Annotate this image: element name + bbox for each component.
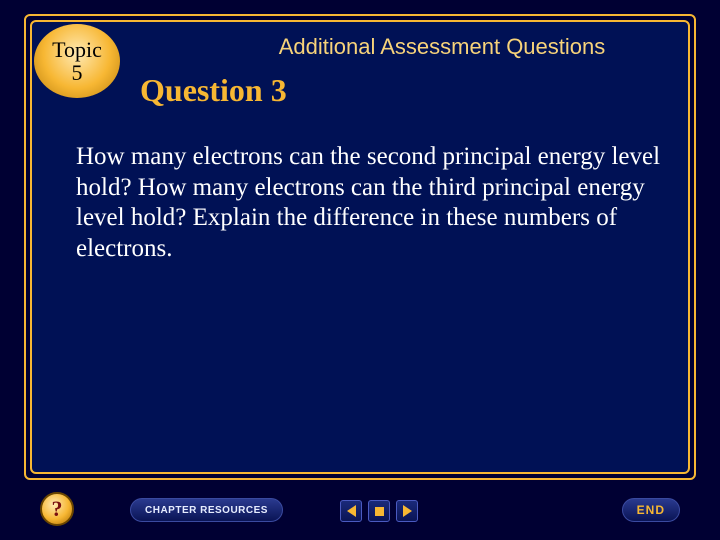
question-body: How many electrons can the second princi…: [76, 142, 686, 264]
prev-button[interactable]: [340, 500, 362, 522]
end-label: END: [637, 503, 665, 517]
topic-tab: Topic 5: [34, 24, 120, 98]
nav-cluster: [340, 500, 418, 522]
chapter-resources-label: CHAPTER RESOURCES: [145, 505, 268, 516]
triangle-left-icon: [347, 505, 356, 517]
help-button[interactable]: ?: [40, 492, 74, 526]
topic-number: 5: [72, 61, 83, 84]
triangle-right-icon: [403, 505, 412, 517]
stop-button[interactable]: [368, 500, 390, 522]
help-icon: ?: [52, 496, 63, 522]
end-button[interactable]: END: [622, 498, 680, 522]
square-stop-icon: [375, 507, 384, 516]
slide-frame: Topic 5 Additional Assessment Questions …: [30, 20, 690, 474]
topic-label: Topic: [52, 38, 102, 61]
page-header: Additional Assessment Questions: [182, 34, 702, 60]
next-button[interactable]: [396, 500, 418, 522]
chapter-resources-button[interactable]: CHAPTER RESOURCES: [130, 498, 283, 522]
question-heading: Question 3: [140, 72, 287, 109]
nav-bar: ? CHAPTER RESOURCES END: [0, 490, 720, 540]
